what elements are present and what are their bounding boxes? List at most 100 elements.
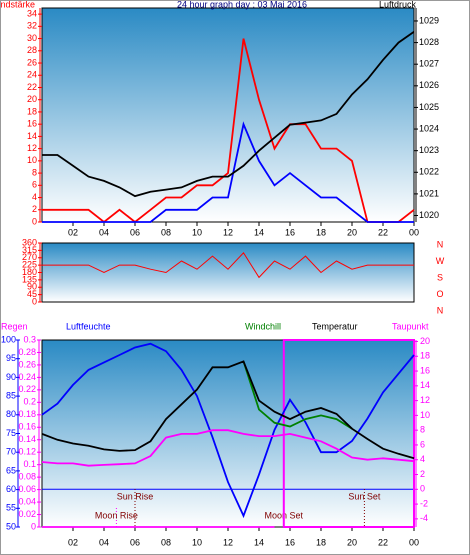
x-tick-label: 02 xyxy=(68,537,78,547)
annotation: Moon Rise xyxy=(95,510,138,520)
compass-label: N xyxy=(437,305,444,315)
x-tick-label: 02 xyxy=(68,227,78,237)
annotation: Sun Set xyxy=(348,491,381,501)
compass-label: W xyxy=(436,256,445,266)
x-tick-label: 16 xyxy=(285,227,295,237)
y3-tick-label: 0.24 xyxy=(18,372,36,382)
y-tick-label: 10 xyxy=(27,155,37,165)
series-line xyxy=(41,429,415,467)
x-tick-label: 04 xyxy=(99,227,109,237)
y3-tick-label: 0.22 xyxy=(18,384,36,394)
y-tick-label: 12 xyxy=(420,395,430,405)
x-tick-label: 20 xyxy=(347,227,357,237)
panel-direction xyxy=(41,242,415,303)
y-tick-label: 6 xyxy=(32,180,37,190)
y3-tick-label: 0.26 xyxy=(18,359,36,369)
legend-label: Taupunkt xyxy=(392,321,429,331)
panel-temperature xyxy=(41,339,415,528)
legend-label: Windstärke xyxy=(0,0,35,9)
y-tick-label: 360 xyxy=(22,237,37,247)
x-tick-label: 14 xyxy=(254,227,264,237)
y2-tick-label: 100 xyxy=(1,334,16,344)
y-tick-label: 26 xyxy=(27,57,37,67)
series-line xyxy=(42,251,414,279)
y-tick-label: 4 xyxy=(32,192,37,202)
y-tick-label: 6 xyxy=(420,439,425,449)
y3-tick-label: 0 xyxy=(31,521,36,531)
x-tick-label: 14 xyxy=(254,537,264,547)
y-tick-label: 45 xyxy=(27,289,37,299)
legend-label: Luftfeuchte xyxy=(66,321,111,331)
y2-tick-label: 1021 xyxy=(419,188,439,198)
y-tick-label: 24 xyxy=(27,70,37,80)
y3-tick-label: 0.12 xyxy=(18,447,36,457)
compass-label: N xyxy=(437,239,444,249)
y-tick-label: 34 xyxy=(27,8,37,18)
y-tick-label: 2 xyxy=(32,204,37,214)
y3-tick-label: 0.16 xyxy=(18,422,36,432)
y3-tick-label: 0.06 xyxy=(18,484,36,494)
highlight-box xyxy=(282,339,415,528)
x-tick-label: 00 xyxy=(409,537,419,547)
y2-tick-label: 90 xyxy=(6,372,16,382)
y-tick-label: 8 xyxy=(420,425,425,435)
y2-tick-label: 1029 xyxy=(419,15,439,25)
y3-tick-label: 0.14 xyxy=(18,434,36,444)
x-tick-label: 04 xyxy=(99,537,109,547)
y-tick-label: 20 xyxy=(27,94,37,104)
y-tick-label: 14 xyxy=(27,131,37,141)
y2-tick-label: 1024 xyxy=(419,123,439,133)
y-tick-label: 8 xyxy=(32,167,37,177)
y-tick-label: 90 xyxy=(27,282,37,292)
x-tick-label: 08 xyxy=(161,227,171,237)
y2-tick-label: 80 xyxy=(6,409,16,419)
y-tick-label: 4 xyxy=(420,454,425,464)
y-tick-label: 16 xyxy=(27,119,37,129)
x-tick-label: 08 xyxy=(161,537,171,547)
y-tick-label: 225 xyxy=(22,260,37,270)
legend-label: Temperatur xyxy=(312,321,358,331)
x-tick-label: 12 xyxy=(223,537,233,547)
x-tick-label: 10 xyxy=(192,227,202,237)
y-tick-label: 20 xyxy=(420,336,430,346)
y2-tick-label: 55 xyxy=(6,503,16,513)
y2-tick-label: 60 xyxy=(6,484,16,494)
panel-wind xyxy=(41,7,415,223)
annotation: Sun Rise xyxy=(117,491,154,501)
y-tick-label: 315 xyxy=(22,245,37,255)
y-tick-label: 30 xyxy=(27,33,37,43)
y-tick-label: 18 xyxy=(27,106,37,116)
y-tick-label: 16 xyxy=(420,365,430,375)
y-tick-label: -4 xyxy=(420,513,428,523)
legend-label: Regen xyxy=(1,321,28,331)
y-tick-label: 180 xyxy=(22,267,37,277)
series-line xyxy=(42,31,415,198)
y-tick-label: 270 xyxy=(22,252,37,262)
y-tick-label: 32 xyxy=(27,21,37,31)
x-tick-label: 12 xyxy=(223,227,233,237)
y-tick-label: 14 xyxy=(420,380,430,390)
y2-tick-label: 1020 xyxy=(419,210,439,220)
y-tick-label: 135 xyxy=(22,274,37,284)
y3-tick-label: 0.08 xyxy=(18,472,36,482)
x-tick-label: 18 xyxy=(316,227,326,237)
y2-tick-label: 1028 xyxy=(419,37,439,47)
y-tick-label: 18 xyxy=(420,351,430,361)
y3-tick-label: 0.18 xyxy=(18,409,36,419)
y2-tick-label: 1023 xyxy=(419,145,439,155)
y2-tick-label: 50 xyxy=(6,521,16,531)
compass-label: S xyxy=(437,272,443,282)
x-tick-label: 06 xyxy=(130,537,140,547)
y3-tick-label: 0.2 xyxy=(23,397,36,407)
legend-label: Windchill xyxy=(245,321,281,331)
y3-tick-label: 0.04 xyxy=(18,496,36,506)
series-line xyxy=(41,342,415,519)
x-tick-label: 10 xyxy=(192,537,202,547)
y2-tick-label: 1027 xyxy=(419,59,439,69)
y2-tick-label: 1022 xyxy=(419,167,439,177)
series-line xyxy=(41,360,415,460)
y3-tick-label: 0.02 xyxy=(18,509,36,519)
x-tick-label: 18 xyxy=(316,537,326,547)
y3-tick-label: 0.3 xyxy=(23,334,36,344)
